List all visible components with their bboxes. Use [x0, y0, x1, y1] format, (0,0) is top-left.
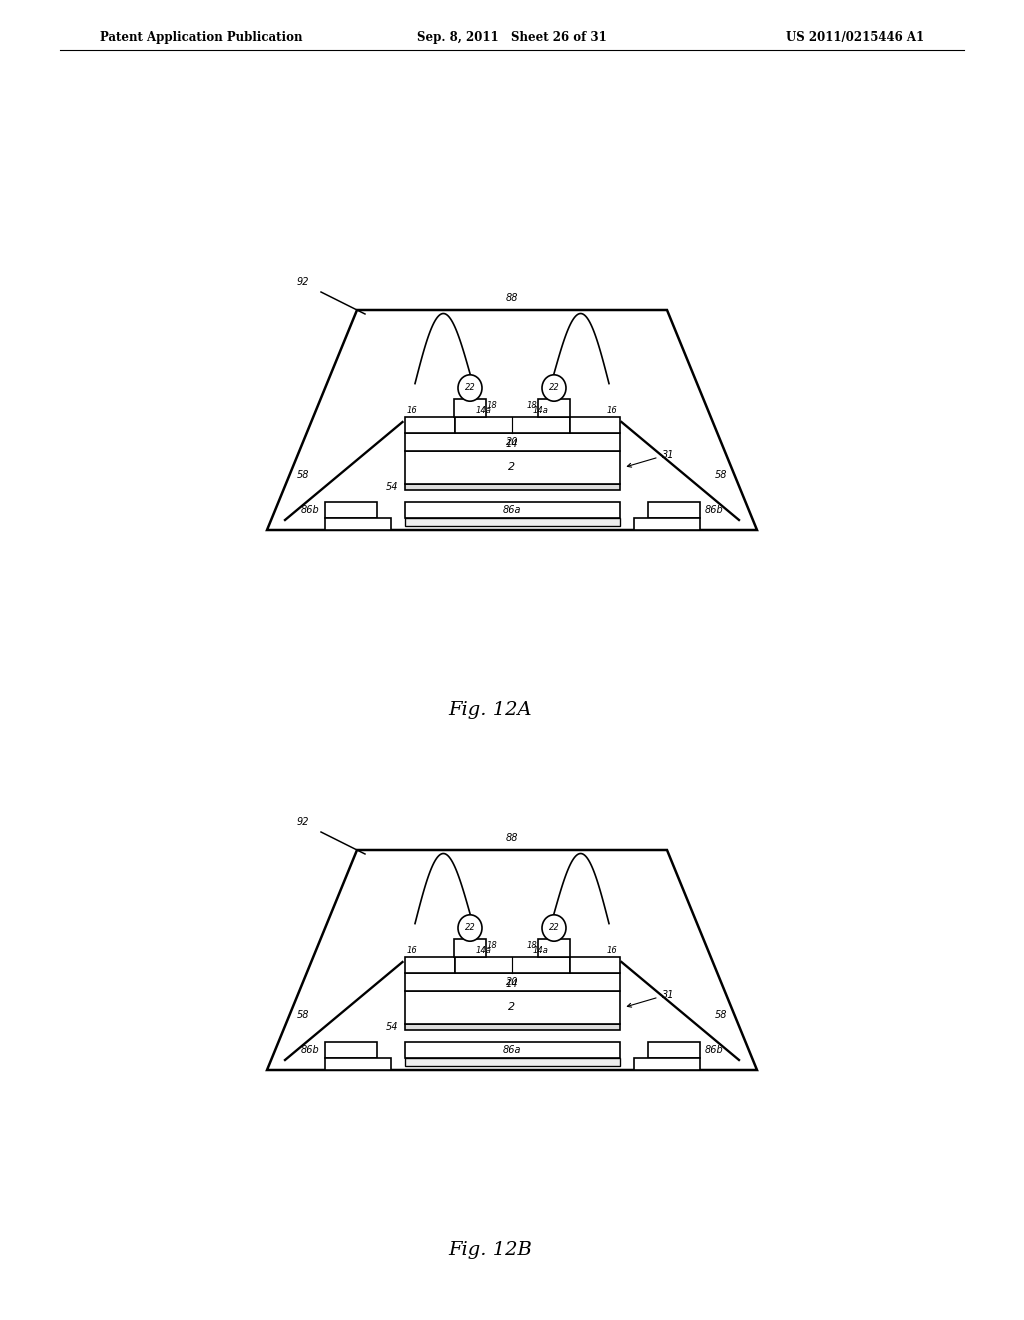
Text: 18: 18: [526, 401, 537, 411]
Text: 58: 58: [715, 1010, 727, 1020]
Text: 22: 22: [465, 384, 475, 392]
Text: 16: 16: [607, 946, 617, 954]
Text: 54: 54: [386, 1022, 398, 1032]
Text: 86b: 86b: [705, 1045, 723, 1055]
Text: 16: 16: [607, 407, 617, 414]
Bar: [454, 399, 486, 417]
Bar: [404, 484, 620, 490]
Text: 86a: 86a: [503, 506, 521, 515]
Ellipse shape: [542, 375, 566, 401]
Text: 22: 22: [549, 384, 559, 392]
Text: 58: 58: [715, 470, 727, 480]
Ellipse shape: [458, 915, 482, 941]
Text: 86b: 86b: [301, 1045, 319, 1055]
Bar: [538, 399, 570, 417]
Bar: [325, 517, 390, 531]
Text: 14a: 14a: [532, 407, 549, 414]
Bar: [569, 417, 620, 433]
Text: 18: 18: [487, 941, 498, 950]
Bar: [404, 991, 620, 1024]
Text: 14: 14: [506, 979, 518, 989]
Bar: [325, 502, 377, 517]
Bar: [634, 1059, 699, 1071]
Bar: [404, 517, 620, 525]
Text: 88: 88: [506, 293, 518, 304]
Text: 2: 2: [509, 1002, 515, 1012]
Bar: [634, 517, 699, 531]
Bar: [404, 973, 620, 991]
Bar: [647, 1041, 699, 1059]
Bar: [325, 1041, 377, 1059]
Text: Fig. 12B: Fig. 12B: [449, 1241, 531, 1259]
Text: 14a: 14a: [475, 946, 492, 954]
Bar: [404, 1059, 620, 1067]
Bar: [454, 939, 486, 957]
Text: 31: 31: [628, 450, 674, 467]
Text: Sep. 8, 2011   Sheet 26 of 31: Sep. 8, 2011 Sheet 26 of 31: [417, 30, 607, 44]
Bar: [455, 957, 569, 973]
Bar: [404, 502, 620, 517]
Bar: [404, 433, 620, 451]
Text: 16: 16: [407, 407, 417, 414]
Text: 20: 20: [506, 977, 518, 987]
Ellipse shape: [542, 915, 566, 941]
Text: US 2011/0215446 A1: US 2011/0215446 A1: [785, 30, 924, 44]
Text: 86b: 86b: [301, 506, 319, 515]
Text: 54: 54: [386, 482, 398, 492]
Text: 14: 14: [506, 440, 518, 449]
Text: 58: 58: [297, 470, 309, 480]
Bar: [404, 1024, 620, 1030]
Text: 86a: 86a: [503, 1045, 521, 1055]
Bar: [404, 957, 455, 973]
Text: 14a: 14a: [532, 946, 549, 954]
Bar: [404, 1041, 620, 1059]
Text: 86b: 86b: [705, 506, 723, 515]
Text: 92: 92: [297, 817, 309, 828]
Bar: [647, 502, 699, 517]
Bar: [538, 939, 570, 957]
Text: 14a: 14a: [475, 407, 492, 414]
Text: Fig. 12A: Fig. 12A: [449, 701, 531, 719]
Text: 2: 2: [509, 462, 515, 473]
Text: 18: 18: [487, 401, 498, 411]
Text: 20: 20: [506, 437, 518, 447]
Text: 22: 22: [549, 924, 559, 932]
Text: 92: 92: [297, 277, 309, 286]
Text: 18: 18: [526, 941, 537, 950]
Ellipse shape: [458, 375, 482, 401]
Text: 22: 22: [465, 924, 475, 932]
Text: 31: 31: [628, 990, 674, 1007]
Text: 58: 58: [297, 1010, 309, 1020]
Text: Patent Application Publication: Patent Application Publication: [100, 30, 302, 44]
Bar: [455, 417, 569, 433]
Bar: [404, 417, 455, 433]
Bar: [569, 957, 620, 973]
Text: 88: 88: [506, 833, 518, 843]
Bar: [404, 451, 620, 484]
Text: 16: 16: [407, 946, 417, 954]
Bar: [325, 1059, 390, 1071]
